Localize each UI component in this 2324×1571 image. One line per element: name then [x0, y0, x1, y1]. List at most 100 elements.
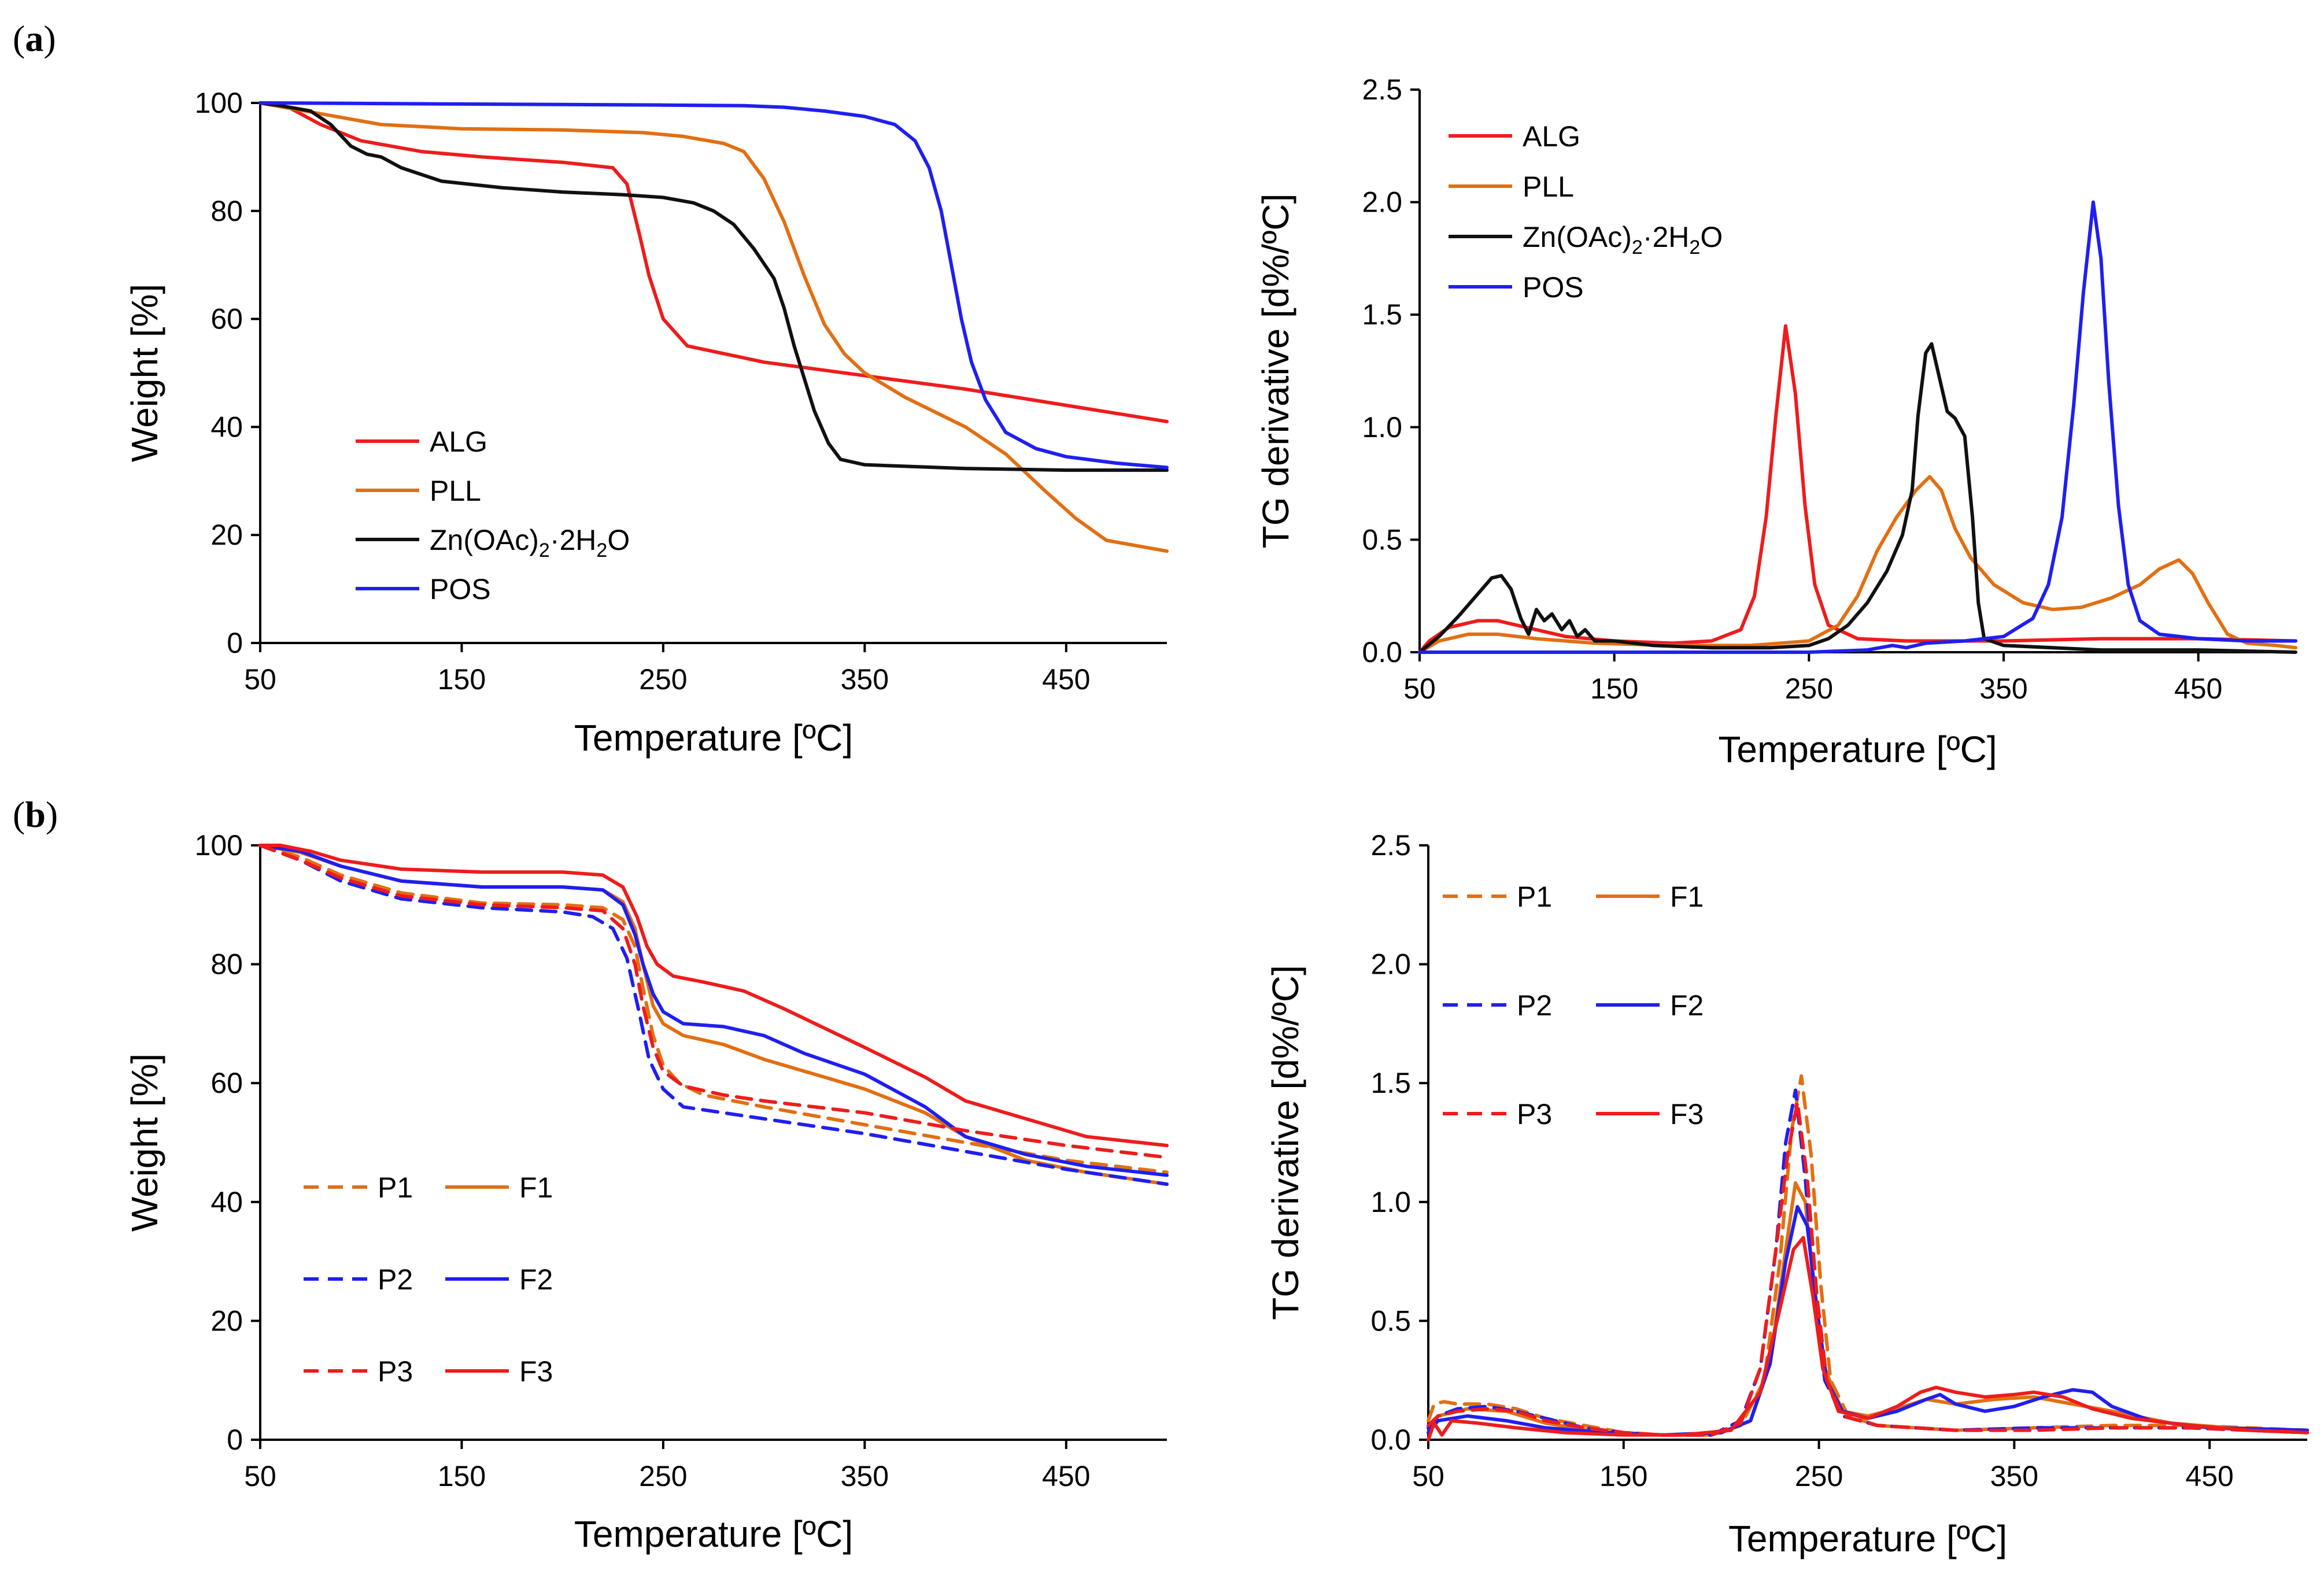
y-tick-label: 0.0 — [1362, 636, 1402, 668]
x-tick-label: 250 — [639, 663, 687, 696]
legend-item-f1: F1 — [445, 1171, 553, 1204]
legend-label: POS — [430, 573, 491, 605]
series-line-pll — [258, 101, 1169, 553]
legend-label: F1 — [519, 1171, 553, 1204]
chart-a-weight: 0 20 40 60 80 100 50 150 250 350 450 Temperature [º… — [124, 87, 1169, 759]
series-line-f3 — [1427, 1236, 2309, 1441]
y-tick-label: 0.5 — [1362, 523, 1402, 556]
series-line-pos — [1418, 200, 2297, 654]
y-axis-title: TG derivative [d%/ºC] — [1255, 194, 1296, 549]
y-tick-label: 1.5 — [1370, 1067, 1411, 1099]
y-tick-label: 0.5 — [1370, 1304, 1411, 1337]
x-tick-label: 50 — [1403, 672, 1436, 705]
x-tick-label: 50 — [244, 1460, 276, 1492]
legend-label: Zn(OAc)2·2H2O — [430, 524, 630, 561]
x-tick-label: 50 — [244, 663, 276, 696]
x-tick-label: 450 — [2185, 1460, 2233, 1492]
series-line-p2 — [258, 844, 1169, 1186]
series-line-p3 — [258, 844, 1169, 1159]
legend-item-f2: F2 — [445, 1263, 553, 1296]
y-tick-label: 100 — [195, 829, 243, 862]
legend-label: PLL — [430, 475, 481, 507]
y-tick-label: 40 — [210, 1186, 243, 1218]
panel-label-a: (a) — [13, 18, 56, 59]
legend-item-p1: P1 — [304, 1171, 413, 1204]
y-tick-label: 60 — [210, 303, 243, 335]
y-tick-label: 0 — [227, 627, 243, 659]
y-tick-label: 80 — [210, 195, 243, 227]
legend-label: ALG — [1523, 120, 1580, 153]
x-tick-label: 350 — [1990, 1460, 2038, 1492]
x-axis-title: Temperature [ºC] — [574, 717, 853, 759]
legend-item-pos: POS — [1449, 271, 1584, 304]
y-tick-label: 2.0 — [1362, 186, 1402, 219]
legend-item-pll: PLL — [356, 475, 481, 507]
x-tick-label: 150 — [438, 663, 486, 696]
legend-item-f3: F3 — [1596, 1098, 1704, 1130]
legend-item-zn-oac-2-2h2o: Zn(OAc)2·2H2O — [356, 524, 630, 561]
legend-item-zn-oac-2-2h2o: Zn(OAc)2·2H2O — [1449, 221, 1723, 258]
legend-item-f3: F3 — [445, 1355, 553, 1388]
legend-label: F1 — [1670, 881, 1704, 913]
x-tick-label: 350 — [841, 663, 889, 696]
y-tick-label: 0 — [227, 1424, 243, 1456]
legend-item-p2: P2 — [1443, 989, 1552, 1022]
x-tick-label: 450 — [1042, 1460, 1090, 1492]
y-tick-label: 0.0 — [1370, 1424, 1411, 1456]
series-line-pos — [258, 101, 1169, 470]
legend-item-alg: ALG — [356, 426, 487, 458]
series-line-f2 — [1427, 1205, 2309, 1437]
y-tick-label: 1.5 — [1362, 298, 1402, 331]
legend-label: POS — [1523, 271, 1584, 304]
legend-item-pll: PLL — [1449, 171, 1574, 203]
legend-label: PLL — [1523, 171, 1574, 203]
x-tick-label: 250 — [1785, 672, 1833, 705]
y-tick-label: 60 — [210, 1067, 243, 1099]
chart-b-weight: 0 20 40 60 80 100 50 150 250 350 450 Temperature [º… — [124, 829, 1169, 1555]
legend-item-p3: P3 — [304, 1355, 413, 1388]
legend-label: ALG — [430, 426, 487, 458]
series-line-p3 — [1427, 1100, 2309, 1437]
x-tick-label: 350 — [1979, 672, 2027, 705]
y-tick-label: 100 — [195, 87, 243, 119]
legend-label: F2 — [519, 1263, 553, 1296]
legend-item-p1: P1 — [1443, 881, 1552, 913]
series-line-f2 — [258, 844, 1169, 1177]
legend-label: P3 — [378, 1355, 413, 1388]
x-tick-label: 450 — [2174, 672, 2222, 705]
y-tick-label: 1.0 — [1370, 1186, 1411, 1218]
y-tick-label: 80 — [210, 948, 243, 981]
x-tick-label: 250 — [1795, 1460, 1843, 1492]
series-line-p1 — [1427, 1074, 2309, 1437]
legend-label: P1 — [378, 1171, 413, 1204]
y-axis-title: Weight [%] — [124, 284, 165, 462]
legend-item-p2: P2 — [304, 1263, 413, 1296]
legend-item-alg: ALG — [1449, 120, 1580, 153]
x-axis-title: Temperature [ºC] — [1718, 729, 1997, 770]
y-axis-title: Weight [%] — [124, 1054, 165, 1232]
x-axis-title: Temperature [ºC] — [574, 1513, 853, 1555]
y-tick-label: 1.0 — [1362, 411, 1402, 443]
legend-label: F3 — [1670, 1098, 1704, 1130]
y-tick-label: 2.5 — [1362, 73, 1402, 106]
legend-label: P1 — [1517, 881, 1552, 913]
legend-label: F2 — [1670, 989, 1704, 1022]
chart-a-derivative: 0.0 0.5 1.0 1.5 2.0 2.5 50 150 250 350 450 Temperat… — [1255, 73, 2297, 770]
y-tick-label: 20 — [210, 519, 243, 551]
legend-label: F3 — [519, 1355, 553, 1388]
series-line-alg — [1418, 324, 2297, 654]
x-tick-label: 150 — [1599, 1460, 1647, 1492]
legend-item-p3: P3 — [1443, 1098, 1552, 1130]
y-axis-title: TG derivative [d%/ºC] — [1265, 965, 1306, 1320]
legend-label: P3 — [1517, 1098, 1552, 1130]
series-line-f1 — [1427, 1181, 2309, 1437]
series-line-zn-oac-2-2h2o — [1418, 342, 2297, 654]
legend-item-pos: POS — [356, 573, 491, 605]
x-tick-label: 150 — [438, 1460, 486, 1492]
y-tick-label: 40 — [210, 411, 243, 443]
series-line-f3 — [258, 844, 1169, 1148]
series-line-alg — [258, 101, 1169, 424]
legend-label: P2 — [378, 1263, 413, 1296]
legend-label: P2 — [1517, 989, 1552, 1022]
